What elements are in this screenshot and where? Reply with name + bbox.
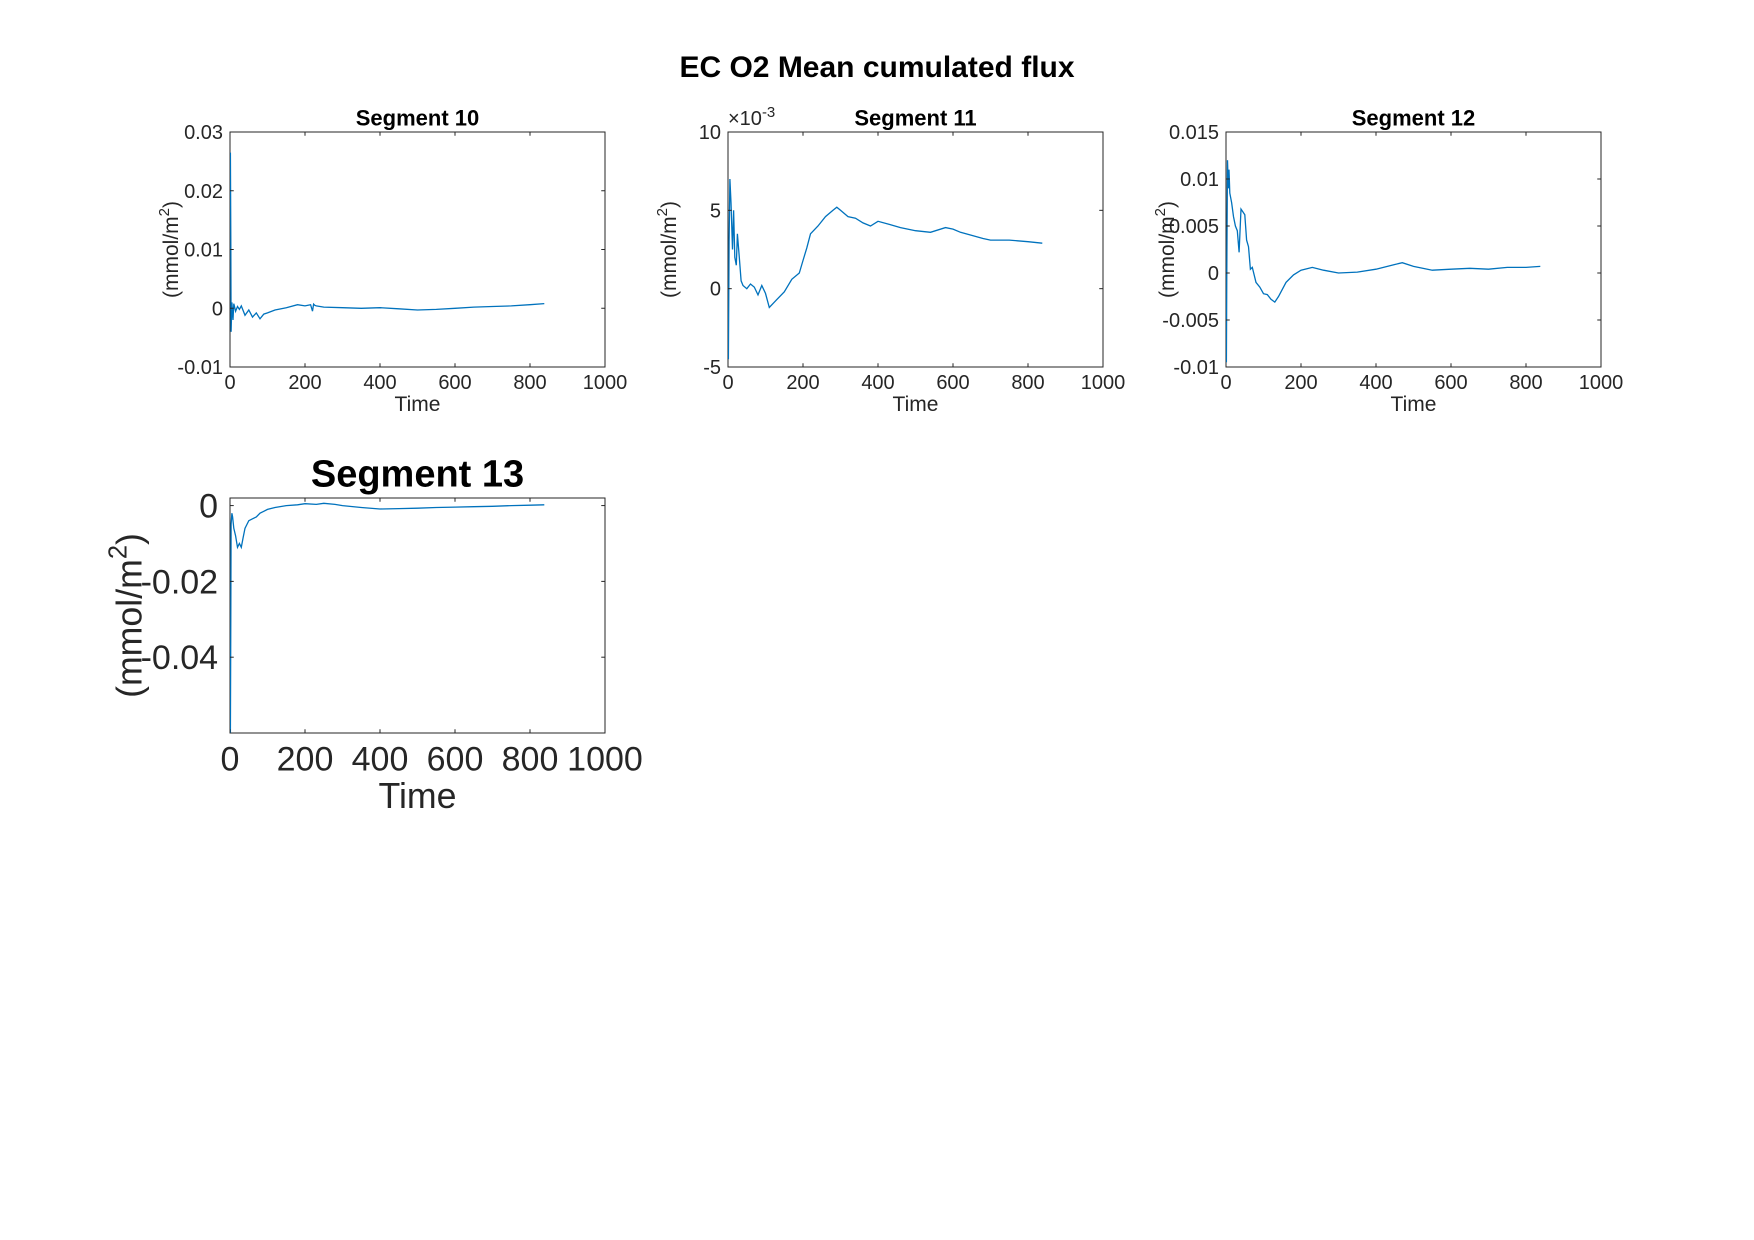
x-tick-label: 200 [1284, 372, 1317, 394]
subplot-title: Segment 12 [1352, 105, 1476, 130]
y-tick-label: 0.01 [1180, 169, 1219, 191]
y-tick-label: 0 [199, 487, 218, 525]
x-axis-label: Time [379, 776, 457, 816]
subplot-4: 0 200 400 600 800 1000 -0.04 -0.02 0 Segment 13 Ti… [104, 454, 643, 816]
series-line [1226, 160, 1541, 363]
x-tick-label: 400 [861, 372, 894, 394]
subplot-3: 0 200 400 600 800 1000 -0.01 -0.005 0 0.005 0.01 0.… [1152, 105, 1623, 416]
y-tick-label: -0.01 [177, 357, 223, 379]
x-tick-label: 400 [1359, 372, 1392, 394]
y-exponent-sup: -3 [762, 104, 775, 121]
y-axis-label: (mmol/m2) [1152, 201, 1179, 298]
x-tick-label: 200 [786, 372, 819, 394]
y-tick-label: 0.005 [1169, 216, 1219, 238]
x-axis-label: Time [395, 393, 441, 416]
x-tick-label: 800 [1509, 372, 1542, 394]
y-tick-label: 0 [710, 279, 721, 301]
x-tick-label: 800 [513, 372, 546, 394]
x-tick-label: 400 [352, 740, 409, 778]
x-tick-label: 600 [438, 372, 471, 394]
y-tick-label: 10 [699, 122, 721, 144]
axes-box [1225, 131, 1602, 368]
axes-box [229, 131, 606, 368]
x-tick-label: 0 [722, 372, 733, 394]
x-tick-label: 200 [288, 372, 321, 394]
x-tick-label: 400 [363, 372, 396, 394]
series-line [230, 502, 545, 733]
x-tick-label: 0 [224, 372, 235, 394]
subplot-title: Segment 11 [854, 105, 976, 130]
series-line [728, 178, 1043, 360]
subplot-title: Segment 13 [311, 454, 524, 496]
x-tick-label: 600 [427, 740, 484, 778]
x-tick-label: 800 [502, 740, 559, 778]
x-axis-label: Time [893, 393, 939, 416]
x-tick-label: 1000 [567, 740, 643, 778]
y-tick-label: 0.01 [184, 240, 223, 262]
x-tick-label: 200 [277, 740, 334, 778]
x-tick-label: 1000 [583, 372, 628, 394]
x-tick-label: 1000 [1081, 372, 1126, 394]
y-tick-label: -0.04 [141, 639, 219, 677]
y-tick-label: 0 [212, 298, 223, 320]
x-tick-label: 800 [1011, 372, 1044, 394]
y-tick-label: 0 [1208, 263, 1219, 285]
y-tick-label: -0.005 [1162, 310, 1219, 332]
series-line [230, 152, 545, 332]
axes-box [727, 131, 1104, 368]
y-axis-label: (mmol/m2) [156, 201, 183, 298]
x-tick-label: 600 [936, 372, 969, 394]
y-tick-label: 0.015 [1169, 122, 1219, 144]
x-tick-label: 0 [221, 740, 240, 778]
y-axis-label: (mmol/m2) [654, 201, 681, 298]
subplot-1: 0 200 400 600 800 1000-0.0100.010.020.03Segme… [156, 105, 627, 416]
x-tick-label: 1000 [1579, 372, 1624, 394]
y-axis-label: (mmol/m2) [104, 533, 149, 698]
figure-title: EC O2 Mean cumulated flux [679, 51, 1074, 84]
axes-box [229, 497, 606, 734]
y-exponent-label: ×10-3 [728, 104, 775, 130]
x-axis-label: Time [1391, 393, 1437, 416]
y-tick-label: -0.02 [141, 563, 219, 601]
y-tick-label: 0.02 [184, 181, 223, 203]
subplot-title: Segment 10 [356, 105, 480, 130]
subplot-grid: 0 200 400 600 800 1000-0.0100.010.020.03Segme… [104, 104, 1623, 816]
x-tick-label: 0 [1220, 372, 1231, 394]
y-tick-label: 0.03 [184, 122, 223, 144]
y-tick-label: 5 [710, 200, 721, 222]
y-tick-label: -5 [703, 357, 721, 379]
y-tick-label: -0.01 [1173, 357, 1219, 379]
x-tick-label: 600 [1434, 372, 1467, 394]
